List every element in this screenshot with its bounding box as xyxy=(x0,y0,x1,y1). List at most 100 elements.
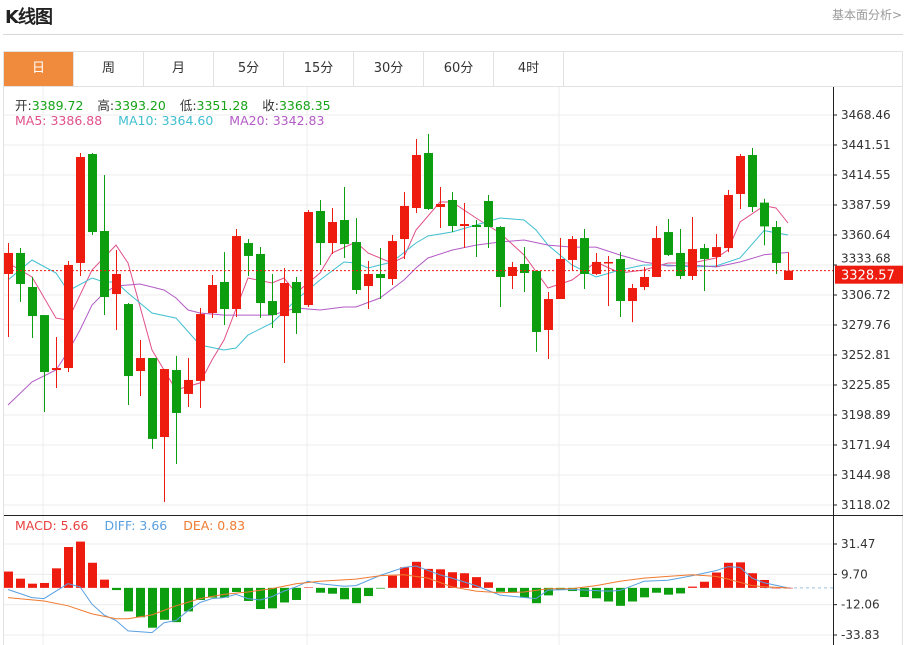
candle-body xyxy=(28,287,37,317)
period-tabs: 日 周 月 5分 15分 30分 60分 4时 xyxy=(4,52,902,87)
macd-bar xyxy=(748,573,757,588)
candle-body xyxy=(364,273,373,287)
candle-body xyxy=(508,266,517,276)
close-label: 收: xyxy=(262,98,279,113)
price-tick-label: 3333.68 xyxy=(841,252,891,266)
candle-body xyxy=(316,210,325,244)
tab-5min[interactable]: 5分 xyxy=(214,52,284,86)
candle-body xyxy=(688,249,697,276)
tab-15min[interactable]: 15分 xyxy=(284,52,354,86)
macd-bar xyxy=(304,587,313,588)
macd-bar xyxy=(760,579,769,588)
fundamental-analysis-link[interactable]: 基本面分析> xyxy=(831,8,902,22)
candle-body xyxy=(532,270,541,332)
tab-60min[interactable]: 60分 xyxy=(424,52,494,86)
diff-line xyxy=(7,565,789,634)
price-tick-label: 3306.72 xyxy=(841,288,891,302)
candle-body xyxy=(244,243,253,256)
macd-bar xyxy=(280,587,289,603)
macd-bar xyxy=(208,587,217,598)
macd-bar xyxy=(76,541,85,588)
last-price-tag xyxy=(835,265,903,284)
macd-bar xyxy=(580,587,589,598)
candle-body xyxy=(700,248,709,259)
low-value: 3351.28 xyxy=(196,98,249,113)
candle-body xyxy=(292,281,301,314)
macd-bar xyxy=(772,587,781,589)
candle-body xyxy=(172,370,181,413)
candle-body xyxy=(412,155,421,208)
dea-line xyxy=(7,574,789,620)
high-value: 3393.20 xyxy=(114,98,166,113)
tab-30min[interactable]: 30分 xyxy=(354,52,424,86)
tab-week[interactable]: 周 xyxy=(74,52,144,86)
candle-body xyxy=(328,222,337,244)
tab-month[interactable]: 月 xyxy=(144,52,214,86)
candle-body xyxy=(4,252,13,274)
macd-bar xyxy=(532,587,541,604)
candle-body xyxy=(676,252,685,276)
candle-body xyxy=(208,285,217,314)
macd-bar xyxy=(628,587,637,602)
candle-body xyxy=(76,157,85,263)
open-value: 3389.72 xyxy=(31,98,84,113)
diff-label: DIFF: xyxy=(104,518,140,533)
price-tick-label: 3279.76 xyxy=(841,318,891,332)
candle-body xyxy=(304,211,313,306)
header-divider xyxy=(3,34,903,35)
macd-bar xyxy=(124,587,133,612)
price-tick-label: 3252.81 xyxy=(841,348,891,362)
macd-tick-label: -12.06 xyxy=(841,598,880,612)
macd-bar xyxy=(16,578,25,588)
macd-bar xyxy=(100,579,109,588)
candle-body xyxy=(760,202,769,227)
candle-body xyxy=(568,239,577,260)
candle-body xyxy=(340,220,349,245)
ma20-value: 3342.83 xyxy=(272,113,325,128)
macd-bar xyxy=(28,583,37,588)
diff-value: 3.66 xyxy=(139,518,168,533)
page-title: K线图 xyxy=(5,7,53,28)
candle-body xyxy=(388,241,397,279)
tab-4hour[interactable]: 4时 xyxy=(494,52,564,86)
dea-value: 0.83 xyxy=(217,518,246,533)
macd-bar xyxy=(640,587,649,598)
candle-body xyxy=(556,258,565,300)
ma10-value: 3364.60 xyxy=(161,113,214,128)
macd-bar xyxy=(196,587,205,600)
macd-bar xyxy=(604,587,613,602)
macd-bar xyxy=(244,587,253,601)
macd-bar xyxy=(496,587,505,592)
candle-body xyxy=(148,358,157,439)
macd-tick-label: 31.47 xyxy=(841,537,875,551)
candle-body xyxy=(628,288,637,302)
chart-panel xyxy=(3,51,903,645)
macd-bar xyxy=(652,587,661,593)
candle-body xyxy=(472,225,481,228)
ma-legend: MA5: 3386.88 MA10: 3364.60 MA20: 3342.83 xyxy=(15,113,324,128)
macd-bar xyxy=(436,569,445,588)
macd-bar xyxy=(64,547,73,588)
price-tick-label: 3225.85 xyxy=(841,378,891,392)
ohlc-legend: 开:3389.72 高:3393.20 低:3351.28 收:3368.35 xyxy=(15,95,341,114)
macd-bar xyxy=(340,587,349,600)
tab-day[interactable]: 日 xyxy=(4,52,74,86)
macd-tick-label: 9.70 xyxy=(841,567,868,581)
price-tick-label: 3387.59 xyxy=(841,198,891,212)
macd-bar xyxy=(328,587,337,594)
macd-bar xyxy=(292,587,301,600)
macd-bar xyxy=(148,587,157,628)
candle-body xyxy=(184,379,193,394)
candle-body xyxy=(52,368,61,371)
candle-body xyxy=(736,156,745,194)
macd-label: MACD: xyxy=(15,518,61,533)
macd-bar xyxy=(616,587,625,606)
candle-body xyxy=(232,236,241,310)
ma10-label: MA10: xyxy=(118,113,162,128)
candle-body xyxy=(748,155,757,207)
candle-body xyxy=(88,154,97,233)
macd-bar xyxy=(520,587,529,598)
candle-body xyxy=(448,199,457,227)
price-tick-label: 3118.02 xyxy=(841,498,891,512)
